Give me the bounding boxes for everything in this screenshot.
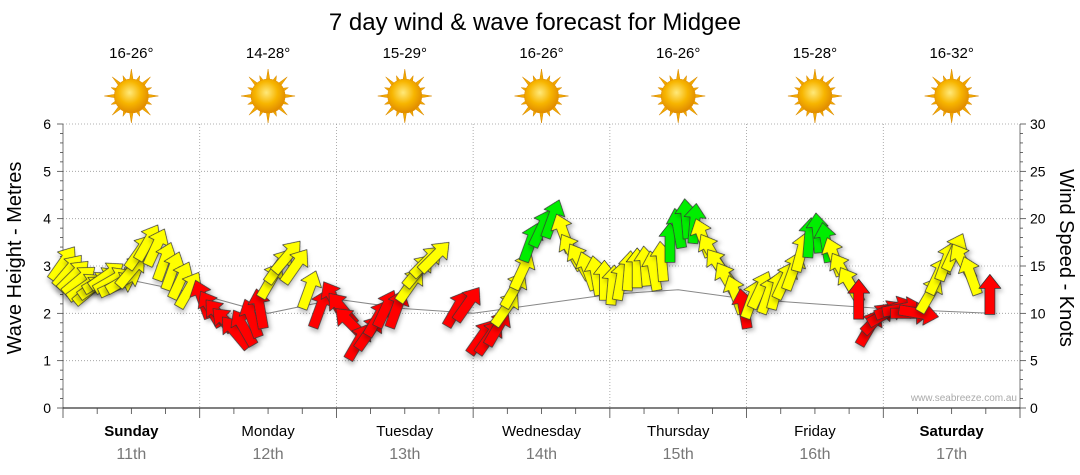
right-tick-label: 10: [1030, 305, 1046, 321]
right-axis-labels: 0 5 10 15 20 25 30: [1030, 116, 1046, 416]
wind-arrow: [978, 274, 1002, 315]
left-axis-labels: 0 1 2 3 4 5 6: [43, 116, 51, 416]
temperature-label: 15-28°: [793, 45, 837, 62]
right-tick-label: 30: [1030, 116, 1046, 132]
day-name-label: Tuesday: [376, 423, 433, 440]
temperature-label: 16-32°: [929, 45, 973, 62]
day-name-label: Sunday: [104, 423, 159, 440]
wind-arrow: [416, 242, 450, 275]
wind-arrow: [297, 270, 322, 311]
sun-icon: [377, 68, 432, 124]
day-labels: Sunday 11th Monday 12th Tuesday 13th Wednesday…: [104, 423, 984, 463]
wind-arrows: [47, 198, 1002, 362]
day-name-label: Monday: [241, 423, 295, 440]
temperature-label: 15-29°: [383, 45, 427, 62]
sun-rays: [514, 68, 569, 124]
day-name-label: Wednesday: [502, 423, 581, 440]
temperature-label: 16-26°: [109, 45, 153, 62]
chart-grid: [62, 123, 1021, 409]
sun-rays: [651, 68, 706, 124]
left-tick-label: 6: [43, 116, 51, 132]
right-axis-title: Wind Speed - Knots: [1055, 169, 1077, 347]
day-date-label: 12th: [253, 446, 284, 463]
credit-label: www.seabreeze.com.au: [910, 393, 1017, 404]
right-tick-label: 5: [1030, 353, 1038, 369]
left-axis-title: Wave Height - Metres: [4, 162, 26, 355]
wind-arrow: [540, 199, 566, 240]
sun-disc: [524, 78, 559, 114]
wind-arrow: [451, 287, 481, 324]
sun-disc: [934, 78, 969, 114]
left-tick-label: 4: [43, 211, 51, 227]
left-tick-label: 0: [43, 400, 51, 416]
chart-title: 7 day wind & wave forecast for Midgee: [329, 9, 741, 36]
sun-rays: [241, 68, 296, 124]
temperature-label: 16-26°: [656, 45, 700, 62]
right-tick-label: 25: [1030, 163, 1046, 179]
axis-ticks: [57, 123, 1026, 418]
wind-arrow: [847, 278, 871, 320]
sun-disc: [114, 78, 149, 114]
day-date-label: 13th: [389, 446, 420, 463]
day-name-label: Friday: [794, 423, 836, 440]
sun-disc: [250, 78, 286, 114]
day-name-label: Saturday: [920, 423, 985, 440]
sun-disc: [387, 78, 423, 114]
left-tick-label: 1: [43, 353, 51, 369]
wind-arrow: [279, 249, 309, 286]
wind-arrow: [958, 256, 983, 297]
day-date-label: 14th: [526, 446, 557, 463]
day-date-label: 11th: [116, 446, 146, 463]
sun-icon: [104, 68, 159, 124]
sun-rays: [377, 68, 432, 124]
temperature-row: 16-26° 14-28° 15-29° 16-26° 16-26° 15-28° 16-3…: [109, 45, 974, 62]
left-tick-label: 2: [43, 305, 51, 321]
temperature-label: 16-26°: [519, 45, 563, 62]
sun-rays: [924, 68, 979, 124]
right-tick-label: 0: [1030, 400, 1038, 416]
sun-icon: [787, 68, 842, 124]
temperature-label: 14-28°: [246, 45, 290, 62]
left-tick-label: 3: [43, 258, 51, 274]
sun-icon: [514, 68, 569, 124]
sun-rays: [787, 68, 842, 124]
sun-icon: [651, 68, 706, 124]
sun-icon: [241, 68, 296, 124]
left-tick-label: 5: [43, 163, 51, 179]
day-date-label: 17th: [936, 446, 967, 463]
day-name-label: Thursday: [647, 423, 710, 440]
sun-disc: [660, 78, 696, 114]
sun-disc: [797, 78, 833, 114]
sun-rays: [104, 68, 159, 124]
day-date-label: 16th: [799, 446, 830, 463]
sun-icon: [924, 68, 979, 124]
day-date-label: 15th: [663, 446, 694, 463]
weather-icons-row: [104, 68, 979, 124]
right-tick-label: 20: [1030, 211, 1046, 227]
right-tick-label: 15: [1030, 258, 1046, 274]
